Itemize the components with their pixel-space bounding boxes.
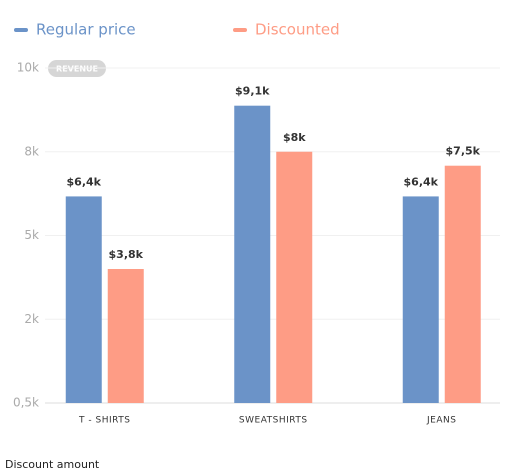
value-label: $3,8k	[109, 248, 144, 261]
legend-swatch	[14, 28, 28, 32]
bar	[444, 165, 481, 403]
value-label: $6,4k	[67, 175, 102, 188]
bar	[402, 196, 439, 403]
legend-swatch	[233, 28, 247, 32]
bar	[234, 105, 271, 403]
legend-label: Regular price	[36, 21, 136, 39]
value-label: $7,5k	[446, 145, 481, 158]
x-tick-label: JEANS	[426, 416, 456, 426]
y-tick-label: 0,5k	[13, 396, 39, 410]
value-label: $6,4k	[404, 175, 439, 188]
value-label: $9,1k	[235, 85, 270, 98]
y-badge: REVENUE	[56, 65, 98, 74]
x-axis-label: Discount amount	[5, 458, 100, 469]
legend-label: Discounted	[255, 21, 340, 39]
value-label: $8k	[283, 131, 306, 144]
x-tick-label: T - SHIRTS	[78, 416, 130, 426]
bar	[276, 151, 313, 403]
bar	[65, 196, 102, 403]
bar	[107, 269, 144, 403]
y-tick-label: 10k	[17, 61, 39, 75]
y-tick-label: 8k	[24, 144, 39, 158]
x-tick-label: SWEATSHIRTS	[239, 416, 308, 426]
y-tick-label: 2k	[24, 312, 39, 326]
y-tick-label: 5k	[24, 228, 39, 242]
